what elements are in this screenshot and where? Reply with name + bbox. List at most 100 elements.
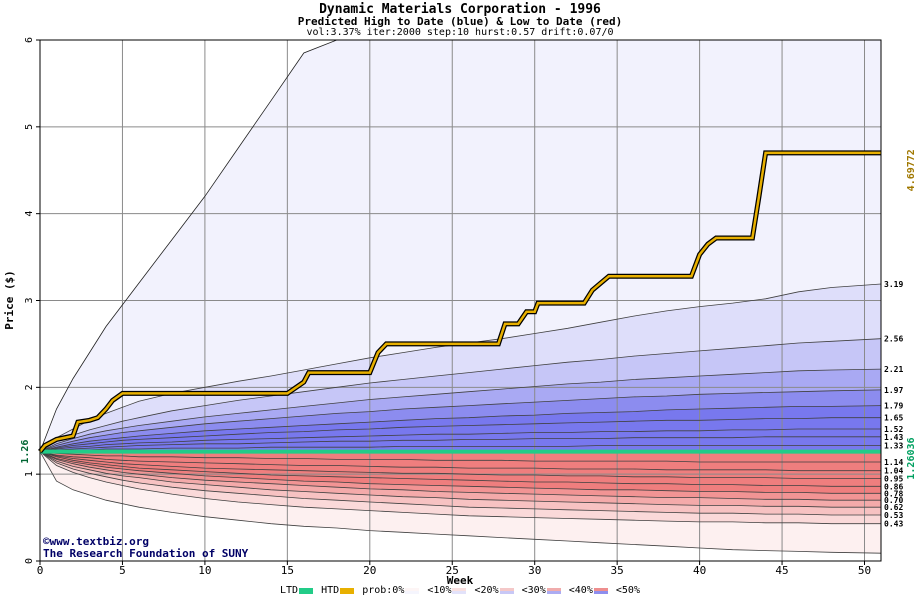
lower-quantile-line-1: [39, 451, 881, 472]
lower-quantile-label-8: 0.43: [884, 520, 903, 529]
upper-band-6: [40, 417, 881, 452]
chart-title: Dynamic Materials Corporation - 1996: [319, 2, 601, 17]
lower-quantile-label-2: 0.95: [884, 475, 903, 484]
ltd-final-label: 1.26036: [906, 437, 917, 479]
legend-30-label: <30%: [521, 585, 546, 596]
upper-quantile-line-5: [39, 405, 882, 452]
x-tick-label-20: 20: [363, 564, 376, 577]
lower-band-2: [40, 451, 881, 515]
lower-quantile-line-5: [39, 451, 881, 501]
upper-band-2: [40, 338, 881, 452]
lower-quantile-line-6: [39, 451, 881, 508]
upper-quantile-line-6: [39, 417, 881, 452]
upper-band-4: [40, 389, 881, 452]
y-tick-label-5: 5: [24, 124, 35, 130]
upper-quantile-line-8: [39, 436, 881, 452]
watermark-url: ©www.textbiz.org: [43, 535, 149, 548]
upper-band-7: [40, 429, 881, 452]
x-tick-label-45: 45: [775, 564, 788, 577]
legend-ltd-swatch: [299, 587, 314, 594]
lower-quantile-label-5: 0.70: [884, 496, 903, 505]
lower-quantile-label-7: 0.53: [884, 511, 903, 520]
upper-band-5: [40, 405, 881, 452]
y-tick-label-4: 4: [24, 211, 35, 217]
y-tick-label-1: 1: [24, 471, 35, 477]
lower-band-6: [40, 451, 881, 487]
lower-band-7: [40, 451, 881, 479]
upper-quantile-label-0: 3.19: [884, 280, 903, 289]
start-price-label: 1.26: [20, 440, 31, 464]
x-tick-label-35: 35: [611, 564, 624, 577]
lower-quantile-line-3: [39, 451, 881, 487]
legend-swatch-10: [452, 587, 467, 594]
lower-quantile-line-2: [39, 451, 881, 479]
upper-quantile-label-3: 1.97: [884, 386, 903, 395]
y-tick-label-0: 0: [24, 558, 35, 564]
x-axis-label: Week: [447, 574, 474, 587]
htd-line: [39, 151, 881, 453]
x-tick-label-0: 0: [37, 564, 44, 577]
upper-band-1: [40, 284, 881, 452]
upper-band-3: [40, 369, 881, 452]
upper-quantile-line-3: [39, 368, 882, 452]
upper-quantile-line-9: [39, 445, 881, 452]
y-axis-label: Price ($): [3, 270, 16, 330]
legend-swatch-30: [546, 587, 561, 594]
legend-50-label: <50%: [615, 585, 640, 596]
y-tick-label-6: 6: [24, 37, 35, 43]
legend-20-label: <20%: [474, 585, 499, 596]
legend: LTD HTD prob:0% <10% <20% <30% <40% <50%: [0, 585, 920, 597]
quantile-labels: 1.26 3.19 2.56 2.21 1.97 1.79 1.65 1.521.431.33…: [20, 149, 917, 528]
watermark-org: The Research Foundation of SUNY: [43, 547, 249, 560]
lower-quantile-line-9: [39, 451, 882, 554]
lower-quantile-label-6: 0.62: [884, 503, 903, 512]
lower-quantile-line-4: [39, 451, 881, 494]
upper-quantile-label-2: 2.21: [884, 365, 903, 374]
lower-band-1: [40, 451, 881, 524]
legend-40-label: <40%: [568, 585, 593, 596]
x-tick-label-25: 25: [446, 564, 459, 577]
legend-swatch-20: [499, 587, 514, 594]
lower-band-0: [40, 451, 881, 554]
simulation-parameters: vol:3.37% iter:2000 step:10 hurst:0.57 d…: [306, 27, 614, 38]
upper-band-0: [40, 40, 881, 452]
lower-band-9: [40, 451, 881, 462]
upper-quantile-line-7: [39, 428, 881, 452]
lower-quantile-line-7: [39, 451, 881, 516]
chart-subtitle: Predicted High to Date (blue) & Low to D…: [297, 15, 623, 28]
htd-final-label: 4.69772: [906, 149, 917, 191]
legend-htd-swatch: [340, 587, 355, 594]
upper-quantile-label-4: 1.79: [884, 402, 903, 411]
legend-swatch-40: [593, 587, 608, 594]
upper-quantile-label-1: 2.56: [884, 335, 903, 344]
lower-band-8: [40, 451, 881, 471]
lower-quantile-line-0: [39, 451, 881, 463]
lower-band-3: [40, 451, 881, 508]
lower-band-5: [40, 451, 881, 494]
upper-quantile-line-1: [39, 283, 882, 452]
legend-htd-label: HTD: [321, 585, 340, 596]
x-tick-label-40: 40: [693, 564, 706, 577]
upper-quantile-label-8: 1.33: [884, 442, 903, 451]
legend-prob-label: prob:0%: [362, 585, 405, 596]
series-lines: [38, 150, 881, 454]
lower-quantile-label-0: 1.14: [884, 458, 903, 467]
y-tick-label-2: 2: [24, 384, 35, 390]
upper-band-8: [40, 436, 881, 452]
legend-swatch-0: [405, 587, 420, 594]
x-tick-label-10: 10: [198, 564, 211, 577]
upper-quantile-label-7: 1.43: [884, 433, 903, 442]
upper-quantile-label-6: 1.52: [884, 425, 903, 434]
lower-quantile-label-1: 1.04: [884, 467, 903, 476]
x-tick-label-50: 50: [858, 564, 871, 577]
x-tick-label-5: 5: [119, 564, 126, 577]
lower-quantile-line-8: [39, 451, 881, 525]
x-tick-label-30: 30: [528, 564, 541, 577]
legend-10-label: <10%: [427, 585, 452, 596]
x-tick-label-15: 15: [281, 564, 294, 577]
legend-ltd-label: LTD: [280, 585, 299, 596]
lower-quantile-label-4: 0.78: [884, 489, 903, 498]
y-tick-label-3: 3: [24, 297, 35, 303]
